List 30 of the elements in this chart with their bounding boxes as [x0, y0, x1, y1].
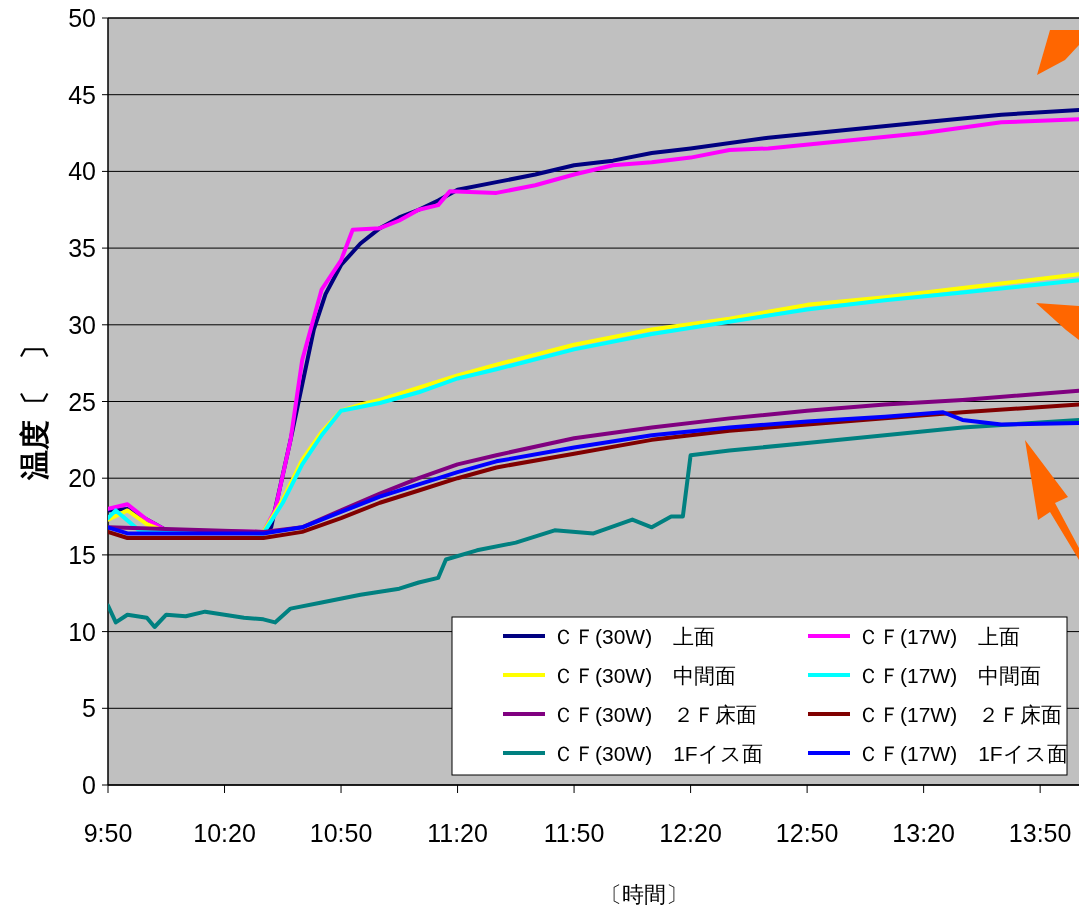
ytick: 45 [68, 80, 96, 109]
xtick: 9:50 [83, 819, 133, 847]
xtick: 13:20 [892, 819, 955, 847]
ytick: 35 [68, 234, 96, 263]
ytick: 20 [68, 464, 96, 493]
xtick: 11:20 [427, 819, 488, 847]
ytick: 50 [68, 4, 96, 32]
legend-label: ＣＦ(17W) ２Ｆ床面 [858, 703, 1063, 726]
legend-label: ＣＦ(30W) 中間面 [553, 664, 737, 687]
xtick: 12:20 [659, 819, 722, 847]
legend-label: ＣＦ(30W) ２Ｆ床面 [553, 703, 758, 726]
y-axis-title: 温度〔 〕 [18, 330, 51, 481]
ytick: 30 [68, 310, 96, 339]
legend-label: ＣＦ(17W) 1Fイス面 [858, 742, 1068, 765]
xtick: 10:20 [193, 819, 256, 847]
x-axis-title: 〔時間〕 [599, 882, 688, 907]
legend-label: ＣＦ(17W) 上面 [858, 625, 1021, 648]
ytick: 0 [82, 771, 96, 799]
ytick: 15 [68, 540, 96, 569]
legend-label: ＣＦ(30W) 上面 [553, 625, 716, 648]
xtick: 11:50 [543, 819, 605, 847]
xtick: 13:50 [1008, 819, 1072, 847]
ytick: 5 [82, 694, 96, 723]
xtick: 12:50 [775, 819, 839, 847]
xtick: 10:50 [309, 819, 373, 847]
ytick: 25 [68, 387, 96, 416]
ytick: 40 [68, 157, 96, 186]
ytick: 10 [68, 617, 96, 646]
legend-label: ＣＦ(30W) 1Fイス面 [553, 742, 763, 765]
legend-label: ＣＦ(17W) 中間面 [858, 664, 1042, 687]
